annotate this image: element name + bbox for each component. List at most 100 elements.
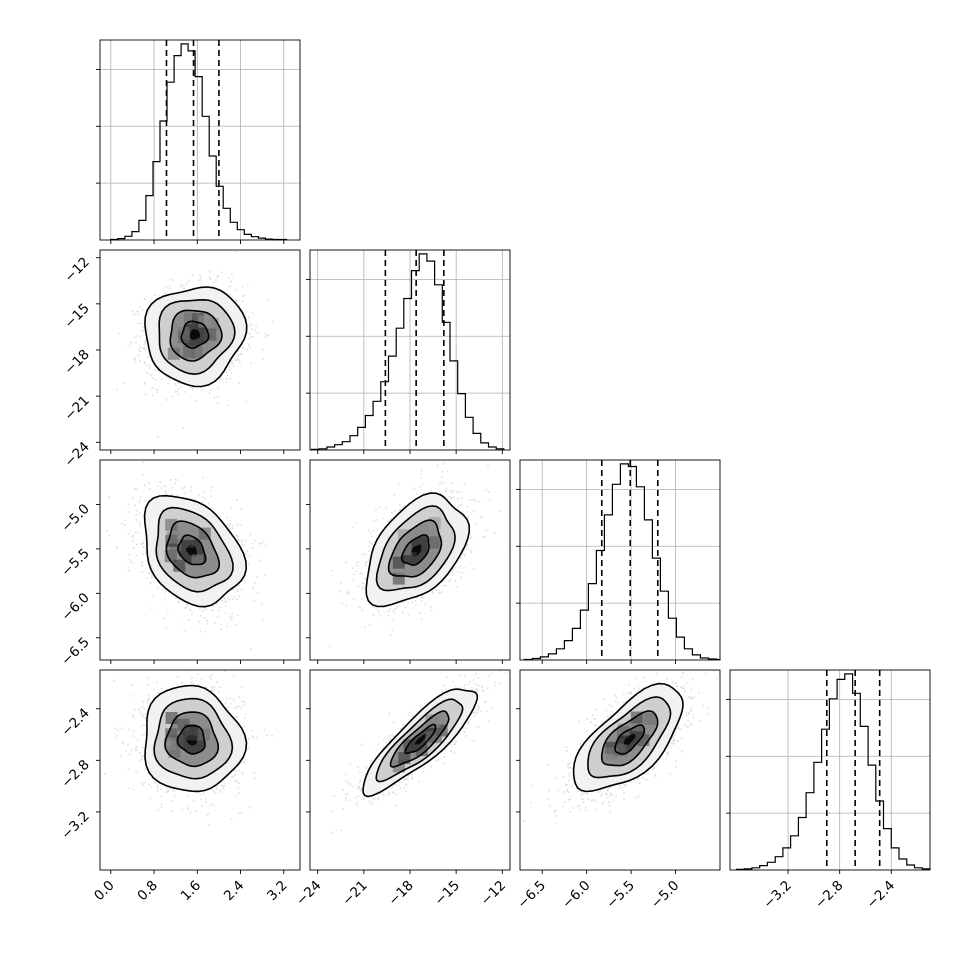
contour-line-0	[144, 286, 248, 388]
contour-line-1	[158, 298, 236, 376]
panel-frame	[99, 459, 301, 661]
hist-panel-2	[516, 459, 721, 661]
panel-content	[523, 670, 718, 825]
panel-frame	[99, 39, 301, 241]
scatter-points	[106, 461, 267, 650]
contour-line-3	[404, 723, 437, 755]
histogram-2	[523, 463, 721, 661]
x-tick-label: −5.5	[603, 878, 637, 912]
x-ticks-col-1-row-1	[317, 450, 503, 454]
contour-line-1	[155, 506, 234, 593]
x-tick-label: −3.2	[760, 878, 794, 912]
y-tick-label: −12	[61, 254, 92, 285]
contour-line-1	[153, 697, 234, 780]
density-block	[427, 536, 439, 549]
density-block	[167, 347, 180, 360]
hist-panel-0	[96, 39, 301, 241]
x-tick-label: −24	[293, 878, 324, 909]
x-tick-label: −18	[385, 878, 416, 909]
y-tick-label: −5.0	[58, 501, 92, 535]
x-tick-label: −6.5	[515, 878, 549, 912]
histogram-3	[735, 673, 931, 870]
histogram-1	[310, 253, 505, 450]
contour-line-0	[362, 688, 479, 798]
x-tick-label: 3.2	[264, 878, 291, 905]
pair-panel-0-2	[99, 459, 301, 661]
x-tick-label: 0.8	[134, 878, 161, 905]
pair-panel-2-3	[519, 669, 721, 871]
density-block	[178, 330, 191, 343]
density-block	[204, 328, 217, 341]
y-tick-label: −6.0	[58, 590, 92, 624]
density-block	[415, 744, 428, 757]
x-ticks-col-2-row-2	[541, 660, 677, 664]
contour-line-0	[144, 684, 248, 793]
density-block	[164, 550, 177, 563]
contour-line-2	[389, 710, 450, 768]
x-tick-label: 1.6	[178, 878, 205, 905]
density-fill-4	[623, 734, 636, 746]
x-tick-label: −6.0	[559, 878, 593, 912]
x-tick-label: −5.0	[648, 878, 682, 912]
contour-line-3	[176, 724, 206, 755]
contour-line-2	[165, 520, 221, 579]
contour-line-0	[572, 682, 684, 793]
x-ticks-col-0-row-1	[110, 450, 285, 454]
pair-panel-0-1	[99, 249, 301, 451]
x-tick-label: −2.4	[864, 878, 898, 912]
y-tick-label: −5.5	[58, 545, 92, 579]
y-tick-label: −18	[61, 347, 92, 378]
y-tick-label: −24	[61, 439, 92, 470]
panel-content	[330, 670, 508, 834]
pair-panel-0-3	[99, 669, 301, 871]
y-tick-label: −3.2	[58, 808, 92, 842]
contour-line-3	[177, 534, 207, 566]
panels-layer: 0.0 0.8 1.6 2.4 3.2 −24 −21 −18 −15 −12 −6.5 −6.0 −5…	[58, 39, 931, 912]
density-block	[425, 714, 438, 727]
density-block	[173, 559, 186, 572]
density-block	[165, 728, 178, 741]
contour-line-3	[614, 724, 646, 755]
y-tick-label: −21	[61, 393, 92, 424]
density-block	[190, 346, 203, 359]
y-tick-label: −2.4	[58, 705, 92, 739]
contour-line-2	[387, 519, 443, 578]
x-ticks-col-0-row-0	[110, 240, 285, 244]
panel-frame	[99, 669, 301, 871]
contour-line-2	[164, 711, 220, 768]
x-ticks-col-2-row-3: −6.5 −6.0 −5.5 −5.0	[515, 870, 682, 912]
pair-panel-1-2	[309, 459, 511, 661]
panel-content	[329, 463, 510, 648]
contour-line-2	[169, 309, 223, 362]
density-block	[164, 737, 177, 750]
y-tick-label: −2.8	[58, 757, 92, 791]
contour-line-0	[143, 494, 248, 608]
x-ticks-col-3-row-3: −3.2 −2.8 −2.4	[760, 870, 898, 912]
contour-line-3	[400, 534, 430, 566]
x-tick-label: 2.4	[221, 878, 248, 905]
density-fill-4	[414, 733, 427, 745]
panel-frame	[729, 669, 931, 871]
panel-content	[104, 670, 273, 826]
density-block	[165, 518, 178, 531]
x-ticks-col-1-row-2	[317, 660, 503, 664]
density-block	[185, 728, 197, 741]
contour-line-1	[587, 696, 672, 779]
contour-line-0	[365, 492, 471, 608]
x-tick-label: −2.8	[812, 878, 846, 912]
density-block	[177, 718, 190, 731]
density-block	[198, 315, 211, 328]
panel-content	[106, 461, 267, 650]
histogram-0	[110, 43, 288, 241]
panel-frame	[519, 669, 721, 871]
density-block	[165, 712, 178, 724]
contour-line-3	[180, 320, 210, 349]
hist-panel-1	[306, 249, 511, 451]
y-tick-label: −6.5	[58, 634, 92, 668]
x-ticks-col-0-row-3: 0.0 0.8 1.6 2.4 3.2	[91, 870, 291, 905]
x-ticks-col-1-row-3: −24 −21 −18 −15 −12	[293, 870, 509, 909]
contour-line-2	[600, 710, 659, 767]
x-ticks-col-0-row-2	[110, 660, 285, 664]
density-block	[644, 713, 657, 725]
contour-line-1	[375, 505, 456, 592]
